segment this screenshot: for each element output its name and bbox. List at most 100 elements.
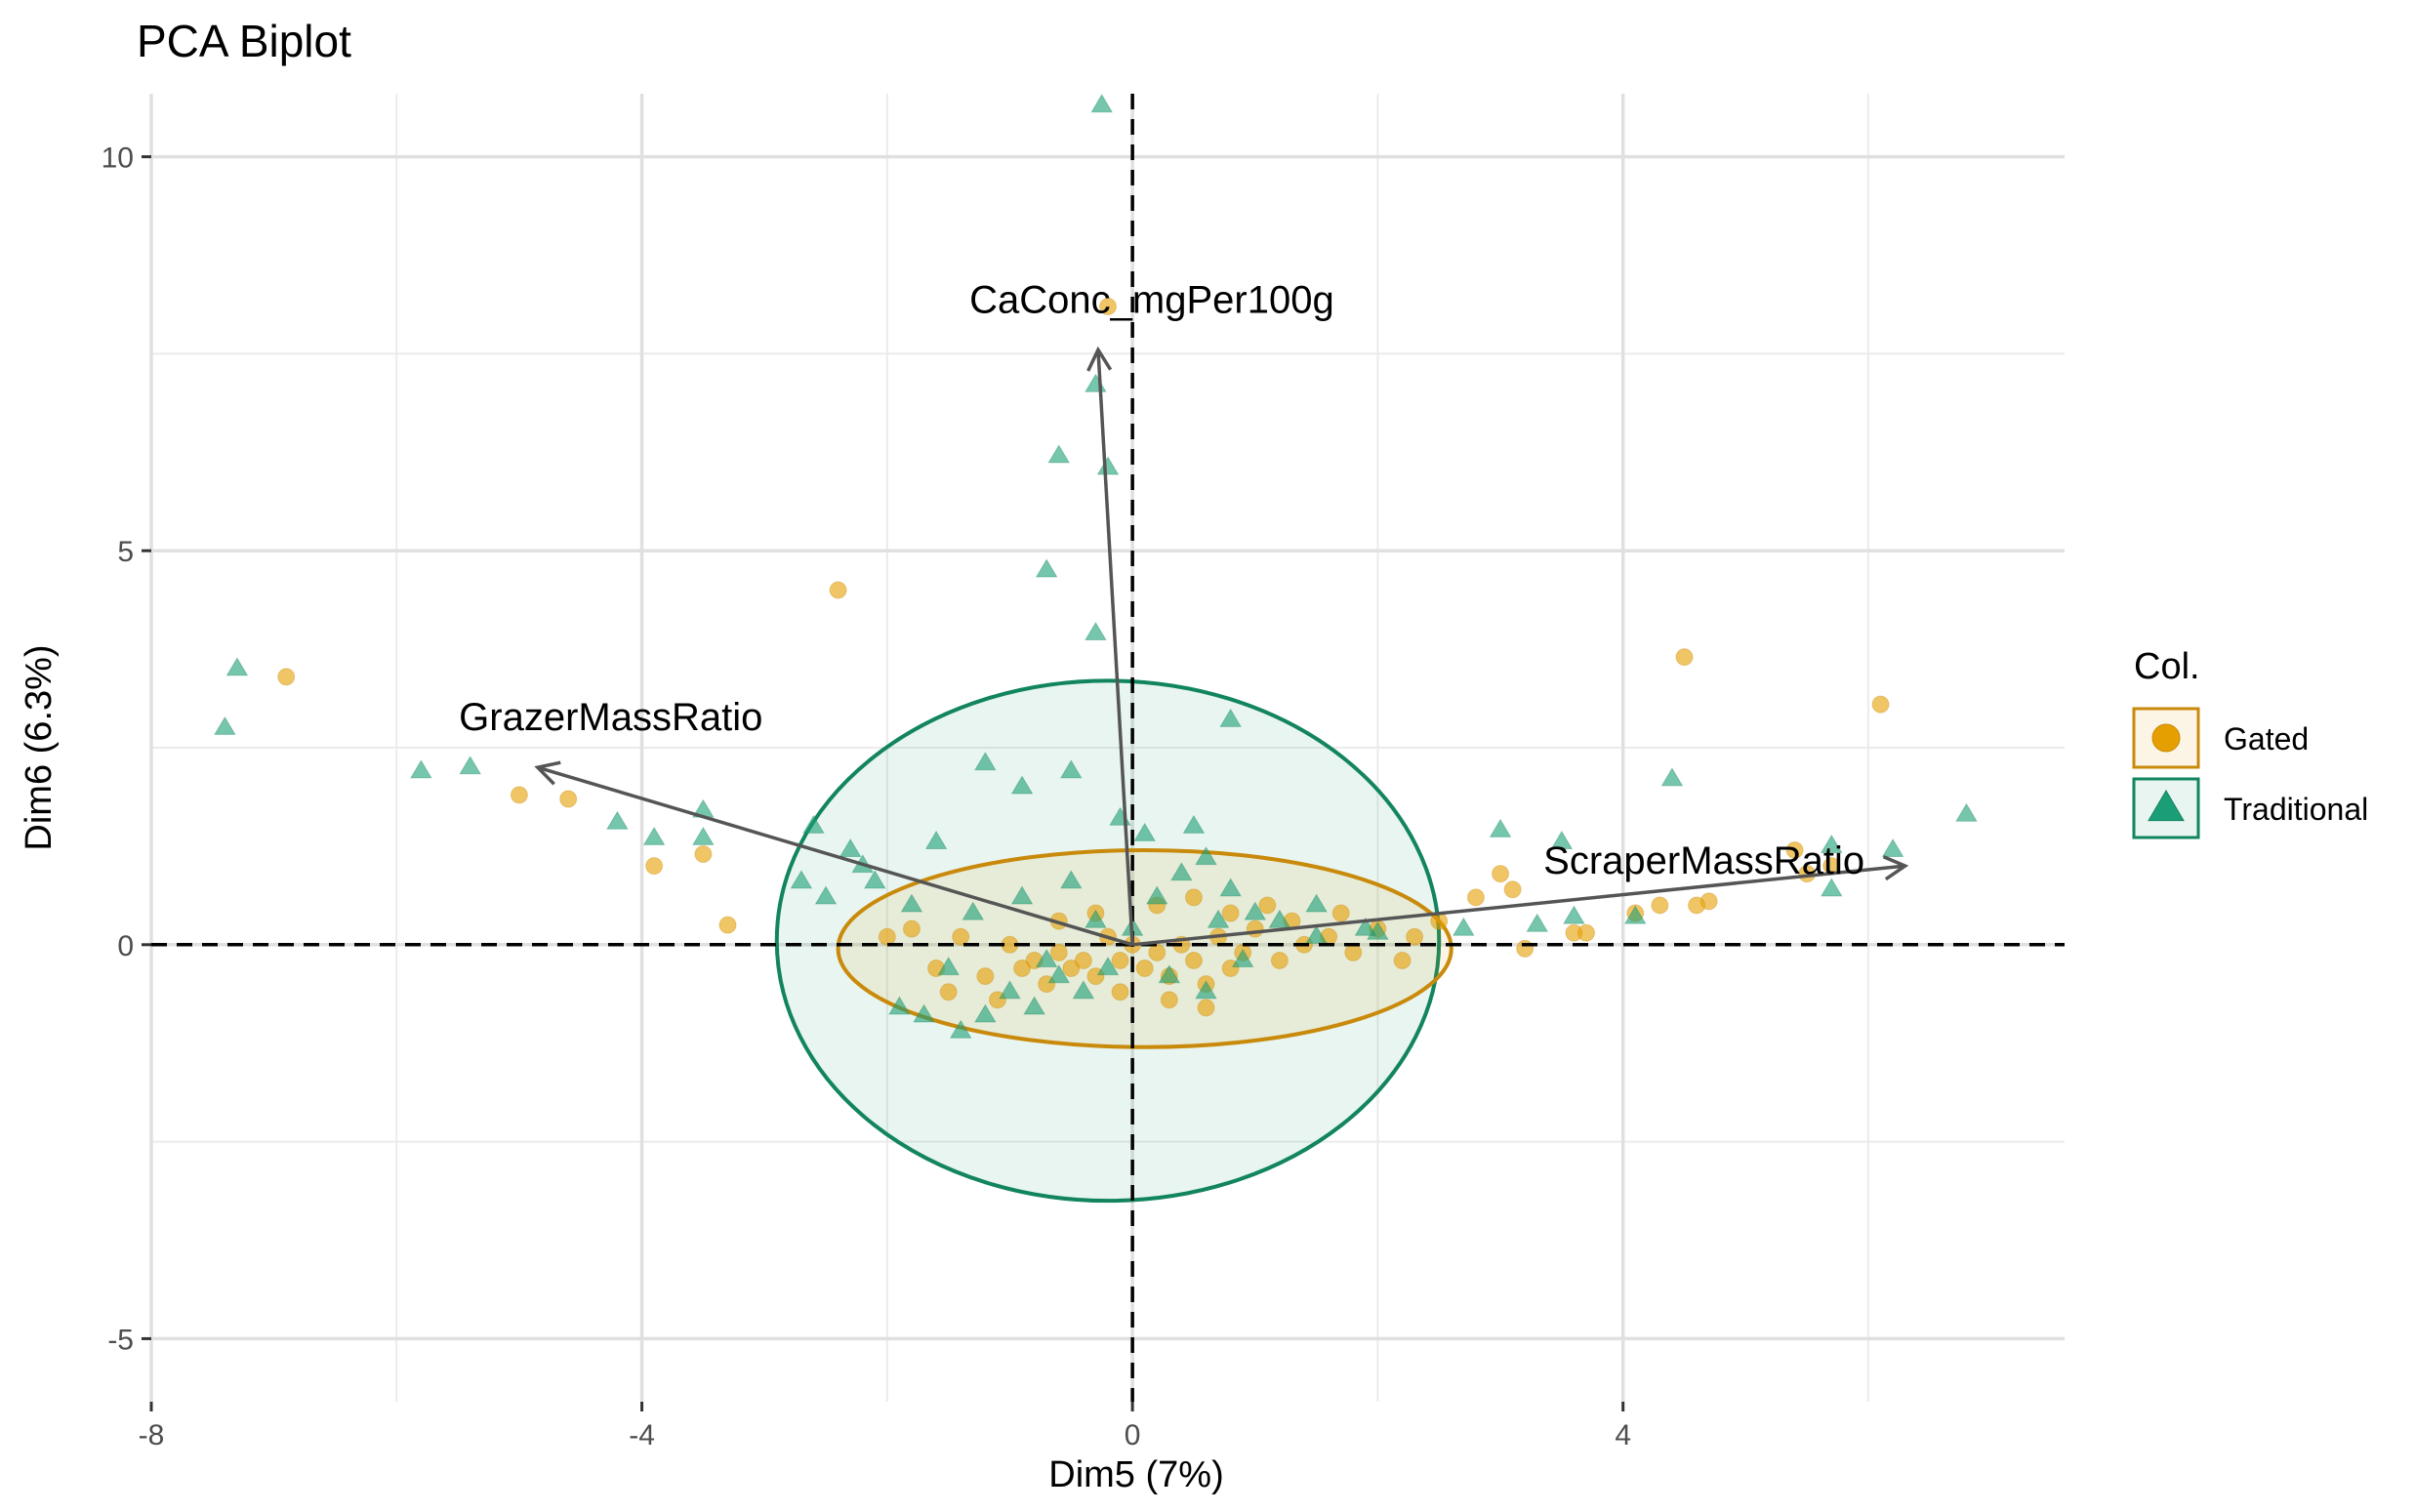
point-traditional bbox=[1096, 456, 1120, 475]
point-gated bbox=[1099, 297, 1117, 315]
point-gated bbox=[829, 581, 847, 599]
point-gated bbox=[1871, 695, 1890, 714]
x-tick-label: 0 bbox=[1125, 1419, 1141, 1451]
point-gated bbox=[1344, 943, 1363, 961]
point-traditional bbox=[1170, 862, 1193, 881]
point-gated bbox=[1492, 865, 1510, 883]
point-traditional bbox=[1145, 885, 1168, 905]
point-gated bbox=[1270, 951, 1289, 969]
reference-lines bbox=[151, 94, 2065, 1402]
point-gated bbox=[694, 844, 713, 863]
point-traditional bbox=[900, 893, 923, 913]
point-gated bbox=[878, 927, 896, 946]
point-traditional bbox=[410, 759, 432, 779]
point-traditional bbox=[1453, 917, 1475, 936]
point-traditional bbox=[1550, 830, 1574, 849]
point-gated bbox=[1516, 939, 1535, 958]
point-gated bbox=[1221, 904, 1240, 922]
point-gated bbox=[1466, 888, 1485, 907]
point-traditional bbox=[1096, 957, 1120, 976]
point-gated bbox=[952, 927, 970, 946]
variable-arrow-head bbox=[1882, 855, 1909, 881]
point-gated bbox=[1135, 960, 1154, 978]
data-points bbox=[214, 94, 1978, 1039]
point-traditional bbox=[974, 1003, 997, 1023]
y-tick-label: 5 bbox=[117, 536, 134, 568]
point-traditional bbox=[924, 830, 948, 849]
point-gated bbox=[1503, 880, 1522, 899]
point-gated bbox=[1577, 923, 1595, 942]
point-traditional bbox=[1047, 964, 1071, 984]
point-gated bbox=[1393, 951, 1412, 969]
point-traditional bbox=[1244, 901, 1267, 920]
point-gated bbox=[1184, 951, 1203, 969]
legend: Col. Gated Traditional bbox=[2132, 646, 2368, 839]
point-gated bbox=[510, 786, 528, 804]
x-axis-title: Dim5 (7%) bbox=[1048, 1454, 1223, 1495]
point-gated bbox=[1651, 896, 1669, 915]
legend-marker-triangle bbox=[2148, 790, 2185, 822]
point-traditional bbox=[802, 814, 825, 834]
point-traditional bbox=[863, 870, 886, 889]
point-gated bbox=[645, 857, 664, 876]
legend-title: Col. bbox=[2134, 646, 2200, 687]
point-traditional bbox=[1219, 878, 1242, 897]
variable-arrow-line bbox=[1096, 349, 1134, 945]
point-gated bbox=[1785, 840, 1804, 859]
point-traditional bbox=[1059, 870, 1083, 889]
point-traditional bbox=[1035, 558, 1058, 578]
point-traditional bbox=[790, 870, 813, 889]
point-traditional bbox=[999, 980, 1021, 1000]
point-gated bbox=[559, 790, 578, 808]
point-traditional bbox=[1820, 878, 1843, 897]
point-traditional bbox=[1195, 846, 1217, 866]
point-traditional bbox=[1059, 759, 1083, 779]
y-axis-title: Dim6 (6.3%) bbox=[19, 644, 60, 850]
variable-label: CaConc_mgPer100g bbox=[969, 278, 1334, 321]
point-traditional bbox=[1158, 964, 1181, 984]
point-traditional bbox=[1526, 913, 1549, 932]
point-gated bbox=[718, 916, 737, 934]
point-traditional bbox=[214, 715, 236, 735]
variable-arrow-line bbox=[537, 765, 1133, 947]
point-traditional bbox=[1010, 775, 1034, 795]
legend-label-gated: Gated bbox=[2224, 721, 2309, 756]
x-tick-label: -8 bbox=[139, 1419, 165, 1451]
point-traditional bbox=[1010, 885, 1034, 905]
point-traditional bbox=[1133, 822, 1157, 841]
point-gated bbox=[1197, 999, 1215, 1017]
point-traditional bbox=[1623, 905, 1647, 924]
point-gated bbox=[277, 668, 296, 686]
point-gated bbox=[1331, 904, 1350, 922]
point-gated bbox=[1049, 943, 1068, 961]
point-traditional bbox=[1047, 444, 1071, 464]
point-gated bbox=[1111, 983, 1129, 1001]
point-traditional bbox=[1881, 838, 1904, 858]
point-traditional bbox=[1072, 980, 1095, 1000]
point-traditional bbox=[913, 1003, 935, 1023]
point-traditional bbox=[1955, 802, 1978, 822]
point-gated bbox=[1246, 919, 1264, 938]
point-gated bbox=[1111, 951, 1129, 969]
point-traditional bbox=[1354, 917, 1377, 936]
point-traditional bbox=[1182, 814, 1206, 834]
point-traditional bbox=[1085, 621, 1107, 641]
point-traditional bbox=[692, 826, 715, 845]
y-tick-label: -5 bbox=[107, 1324, 134, 1356]
point-traditional bbox=[888, 996, 911, 1015]
y-tick-label: 10 bbox=[102, 143, 134, 175]
point-traditional bbox=[962, 901, 985, 920]
point-traditional bbox=[1085, 373, 1107, 392]
point-traditional bbox=[1090, 94, 1114, 113]
point-traditional bbox=[1195, 980, 1217, 1000]
point-gated bbox=[1675, 648, 1694, 667]
point-traditional bbox=[1268, 909, 1291, 928]
point-gated bbox=[902, 919, 921, 938]
point-gated bbox=[976, 967, 995, 986]
variable-label: GrazerMassRatio bbox=[459, 696, 762, 739]
point-gated bbox=[1062, 960, 1081, 978]
point-traditional bbox=[839, 838, 862, 858]
point-gated bbox=[939, 983, 958, 1001]
variable-arrow-head bbox=[1086, 346, 1113, 372]
